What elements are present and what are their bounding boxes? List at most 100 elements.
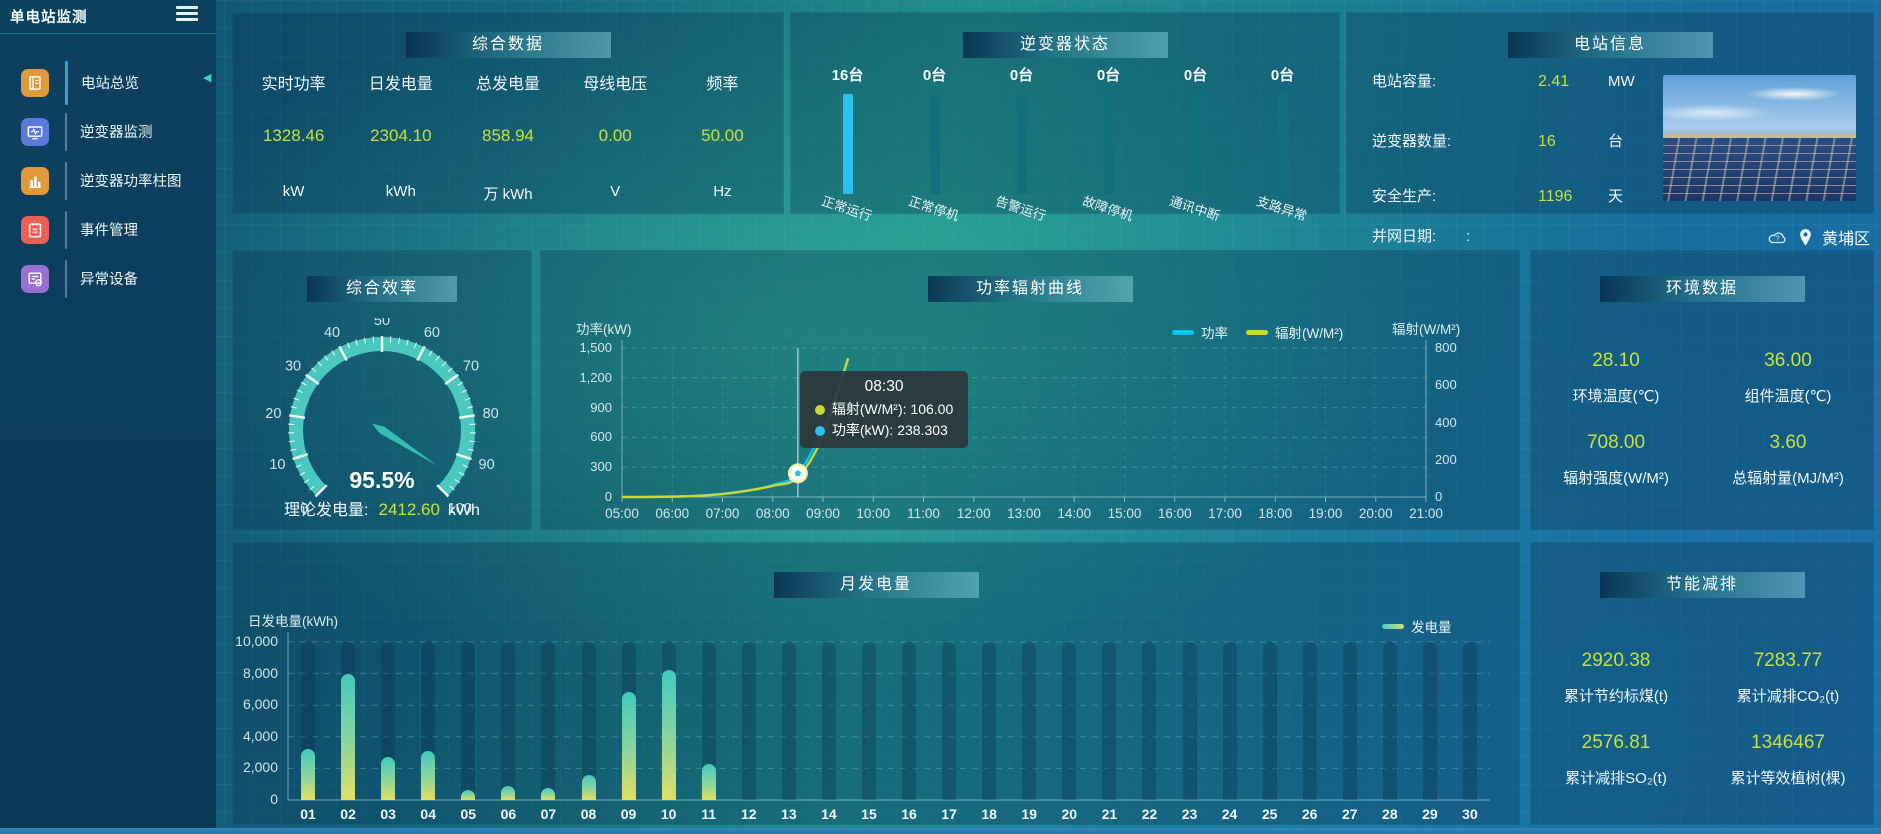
sidebar-item-2[interactable]: 逆变器功率柱图 <box>0 156 216 205</box>
power-bar-icon <box>21 166 49 195</box>
grid-date-value: : <box>1466 228 1471 245</box>
summary-metric-unit: V <box>610 183 621 200</box>
sidebar-item-label: 逆变器监测 <box>80 125 153 141</box>
inverter-monitor-icon <box>21 117 49 146</box>
theoretical-generation-value: 2412.60 <box>378 500 440 519</box>
monthly-x-tick: 11 <box>701 806 717 822</box>
inverter-status-panel: 逆变器状态 16台 正常运行 0台 正常停机 0台 告警运行 0台 故障停机 0台 通讯中断 0台支… <box>790 12 1340 224</box>
summary-metric-unit: Hz <box>713 183 732 200</box>
sidebar-item-label: 异常设备 <box>80 272 138 288</box>
summary-metric-value: 0.00 <box>598 126 632 145</box>
gauge-value: 95.5% <box>349 467 414 493</box>
tooltip-series-dot <box>814 425 825 436</box>
inverter-status-label: 支路异常 <box>1239 193 1326 232</box>
monthly-x-tick: 04 <box>420 806 437 822</box>
inverter-status-col-4: 0台 通讯中断 <box>1152 64 1239 232</box>
bar-shadow <box>1142 642 1157 800</box>
theoretical-generation-label: 理论发电量: <box>284 502 369 519</box>
location-pin-icon[interactable] <box>1798 228 1813 247</box>
station-location: 黄埔区 <box>1821 231 1870 248</box>
environment-metric-3: 3.60 总辐射量(MJ/M²) <box>1702 432 1874 488</box>
x-axis-tick: 06:00 <box>655 506 690 521</box>
monthly-y-tick: 10,000 <box>235 633 278 649</box>
right-axis-tick: 200 <box>1435 451 1457 467</box>
monthly-y-tick: 6,000 <box>242 696 278 713</box>
tooltip-row: 辐射(W/M²): 106.00 <box>814 399 954 420</box>
summary-metric-unit: 万 kWh <box>483 186 533 203</box>
savings-panel: 节能减排 2920.38 累计节约标煤(t) 7283.77 累计减排CO₂(t) 25… <box>1530 542 1874 825</box>
power-radiation-panel-title: 功率辐射曲线 <box>927 276 1133 302</box>
legend-item-generation[interactable]: 发电量 <box>1382 616 1452 636</box>
station-photo <box>1663 75 1856 201</box>
bar-shadow <box>781 642 796 800</box>
sidebar-item-1[interactable]: 逆变器监测 <box>0 107 216 156</box>
svg-text:30: 30 <box>285 358 301 374</box>
inverter-count: 0台 <box>1096 67 1121 84</box>
bar-shadow <box>501 642 516 800</box>
sidebar-item-3[interactable]: 事件管理 <box>0 205 216 254</box>
environment-metric-0: 28.10 环境温度(℃) <box>1530 350 1702 406</box>
monthly-axis-name: 日发电量(kWh) <box>248 614 338 629</box>
abnormal-device-icon <box>21 264 49 293</box>
theoretical-generation-unit: kWh <box>447 502 480 519</box>
weather-cloud-icon[interactable]: ? <box>1767 229 1789 246</box>
generation-bar <box>621 691 636 800</box>
savings-metric-value: 2576.81 <box>1581 732 1651 753</box>
station-info-unit: MW <box>1608 73 1635 90</box>
menu-toggle-icon[interactable] <box>176 6 198 24</box>
environment-metric-label: 组件温度(℃) <box>1744 388 1832 405</box>
sidebar-item-label: 电站总览 <box>81 76 139 92</box>
summary-metrics: 实时功率 1328.46 kW 日发电量 2304.10 kWh 总发电量 858.94 万 k… <box>240 70 776 204</box>
inverter-count: 16台 <box>831 67 864 84</box>
station-info-value: 1196 <box>1538 188 1573 205</box>
inverter-status-col-0: 16台 正常运行 <box>804 64 891 232</box>
x-axis-tick: 11:00 <box>907 506 940 521</box>
monthly-x-tick: 03 <box>380 806 396 822</box>
x-axis-tick: 16:00 <box>1157 506 1192 521</box>
environment-panel-title: 环境数据 <box>1599 276 1805 302</box>
environment-metric-2: 708.00 辐射强度(W/M²) <box>1530 432 1702 488</box>
monthly-x-tick: 14 <box>821 806 837 822</box>
grid-date-label: 并网日期: <box>1372 228 1437 245</box>
monthly-x-tick: 30 <box>1462 806 1478 822</box>
sidebar-item-divider <box>65 161 67 200</box>
inverter-status-label: 正常停机 <box>891 193 978 232</box>
inverter-status-bar <box>842 94 853 194</box>
summary-metric-2: 总发电量 858.94 万 kWh <box>454 70 561 204</box>
summary-metric-value: 1328.46 <box>262 126 325 145</box>
sidebar-item-4[interactable]: 异常设备 <box>0 254 216 303</box>
generation-bar <box>461 790 476 800</box>
summary-metric-label: 实时功率 <box>261 76 326 93</box>
legend-swatch <box>1246 329 1268 335</box>
savings-metric-3: 1346467 累计等效植树(棵) <box>1702 732 1874 788</box>
x-axis-tick: 20:00 <box>1358 506 1393 521</box>
sidebar-menu: 电站总览逆变器监测逆变器功率柱图 事件管理异常设备 <box>0 58 216 303</box>
bar-shadow <box>461 642 476 800</box>
bar-shadow <box>821 642 836 800</box>
savings-metric-label: 累计等效植树(棵) <box>1730 770 1846 787</box>
monthly-x-tick: 28 <box>1382 806 1398 822</box>
x-axis-tick: 14:00 <box>1057 506 1092 521</box>
environment-panel: 环境数据 28.10 环境温度(℃) 36.00 组件温度(℃) 708.00 辐射强度(… <box>1530 250 1874 530</box>
monthly-x-tick: 01 <box>300 806 316 822</box>
station-info-row-1: 逆变器数量: 16 台 <box>1372 130 1623 151</box>
tooltip-series-text: 辐射(W/M²): 106.00 <box>831 401 954 417</box>
sidebar-item-0[interactable]: 电站总览 <box>0 58 216 107</box>
sidebar-item-divider <box>65 210 67 249</box>
legend-item-0[interactable]: 功率 <box>1172 322 1228 342</box>
sidebar-collapse-icon[interactable]: ◀ <box>203 72 212 84</box>
efficiency-panel-title: 综合效率 <box>307 276 457 302</box>
inverter-status-panel-title: 逆变器状态 <box>962 32 1168 58</box>
legend-item-1[interactable]: 辐射(W/M²) <box>1246 322 1343 342</box>
station-info-unit: 台 <box>1608 133 1624 150</box>
generation-bar <box>341 673 356 800</box>
monthly-x-tick: 25 <box>1261 806 1278 822</box>
summary-metric-value: 858.94 <box>482 126 534 145</box>
svg-text:80: 80 <box>483 406 499 422</box>
left-axis-tick: 0 <box>604 489 612 504</box>
svg-text:70: 70 <box>463 358 479 374</box>
station-info-value: 16 <box>1538 133 1556 150</box>
left-axis-tick: 1,200 <box>579 369 612 385</box>
savings-metric-label: 累计减排SO₂(t) <box>1565 770 1667 787</box>
generation-bar <box>421 751 436 800</box>
